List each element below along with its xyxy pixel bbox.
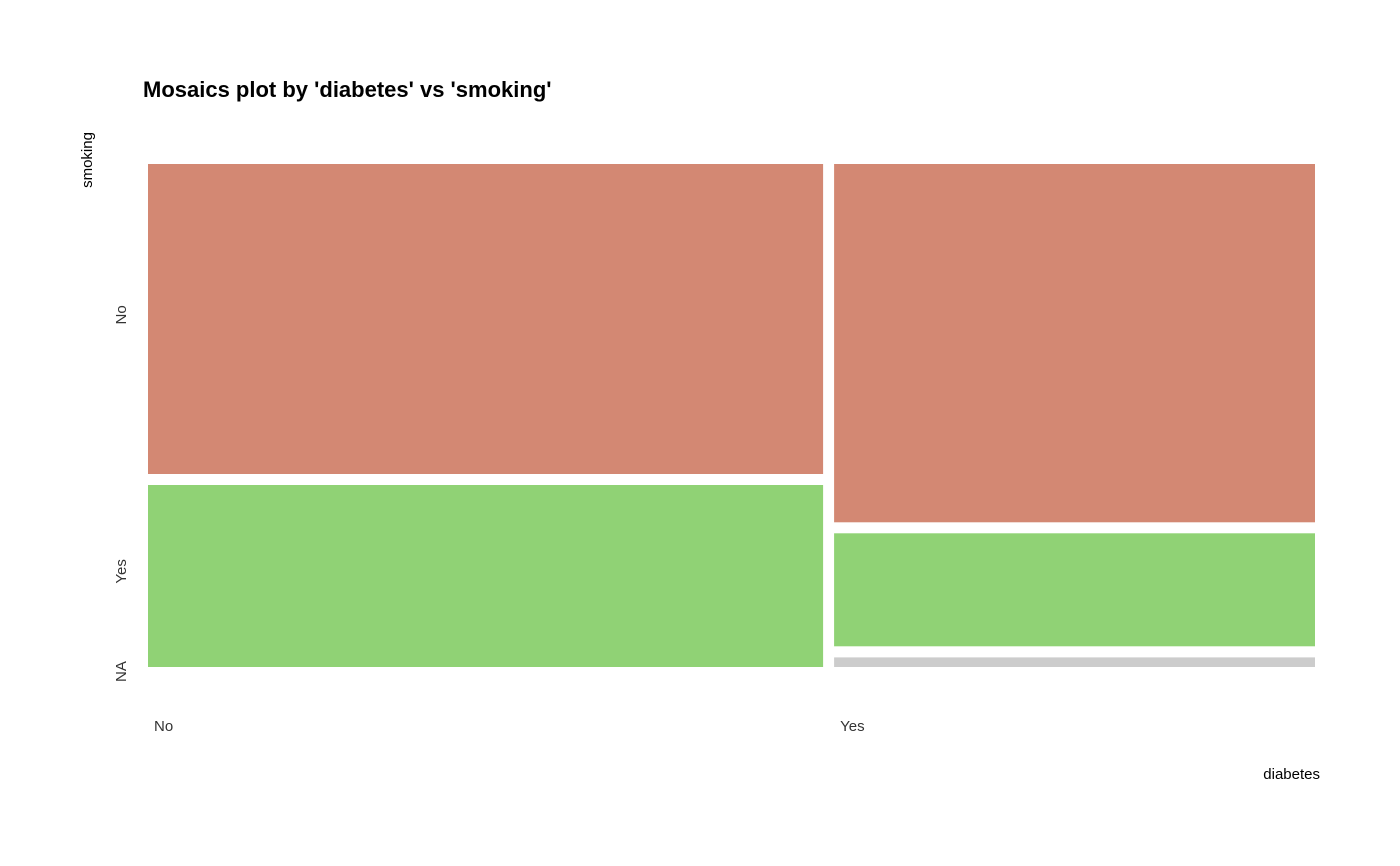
x-tick-label-yes: Yes [840,718,864,735]
y-axis-title: smoking [79,132,96,188]
x-axis-title: diabetes [1263,766,1320,783]
mosaic-tile-no-no [148,164,824,474]
y-tick-label-no: No [113,305,130,324]
y-tick-label-na: NA [113,661,130,682]
mosaic-tile-yes-no [834,164,1315,523]
x-tick-labels: No Yes [154,718,865,735]
mosaic-tile-no-yes [148,485,824,667]
mosaic-tile-yes-yes [834,533,1315,647]
y-tick-label-yes: Yes [113,559,130,583]
mosaic-tile-yes-na [834,657,1315,667]
x-tick-label-no: No [154,718,173,735]
y-tick-labels: No Yes NA [113,305,130,682]
mosaic-tiles [148,164,1315,667]
chart-title: Mosaics plot by 'diabetes' vs 'smoking' [143,77,551,102]
